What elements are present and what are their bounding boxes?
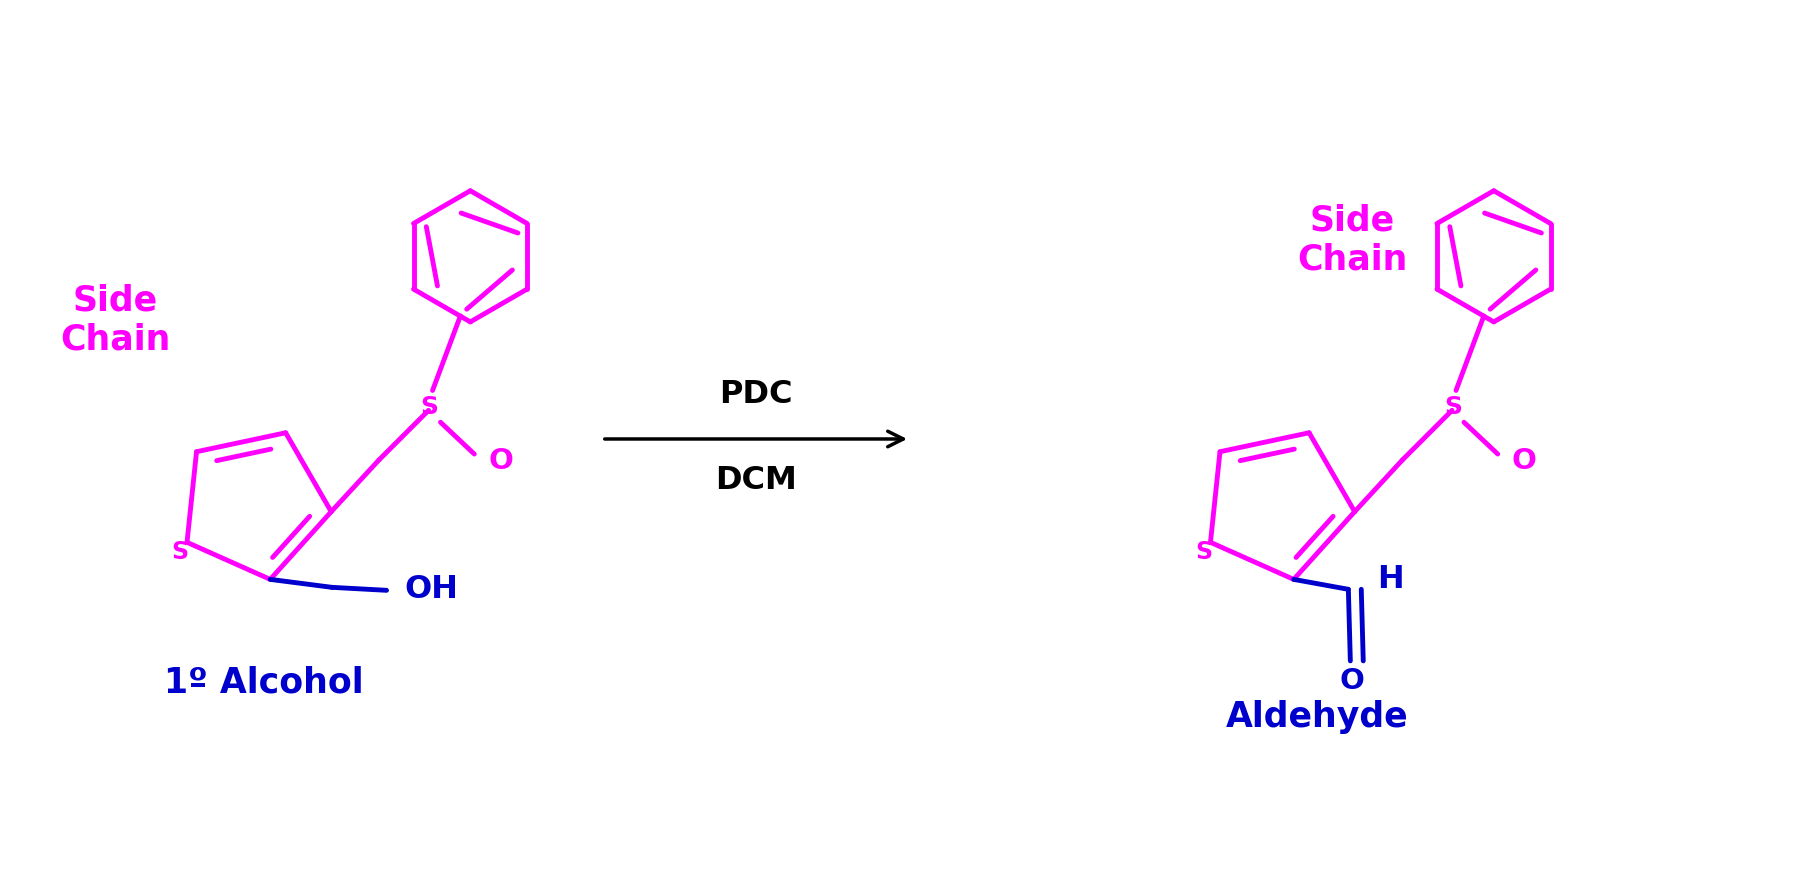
Text: S: S xyxy=(171,540,189,565)
Text: O: O xyxy=(488,447,513,475)
Text: S: S xyxy=(1444,395,1462,420)
Text: OH: OH xyxy=(405,574,459,605)
Text: Side
Chain: Side Chain xyxy=(1298,204,1408,277)
Text: 1º Alcohol: 1º Alcohol xyxy=(164,665,364,699)
Text: O: O xyxy=(1512,447,1537,475)
Text: O: O xyxy=(1339,667,1364,695)
Text: H: H xyxy=(1377,564,1404,595)
Text: PDC: PDC xyxy=(720,378,792,410)
Text: DCM: DCM xyxy=(715,465,797,496)
Text: Side
Chain: Side Chain xyxy=(59,283,171,357)
Text: Aldehyde: Aldehyde xyxy=(1226,700,1409,734)
Text: S: S xyxy=(421,395,439,420)
Text: S: S xyxy=(1195,540,1211,565)
